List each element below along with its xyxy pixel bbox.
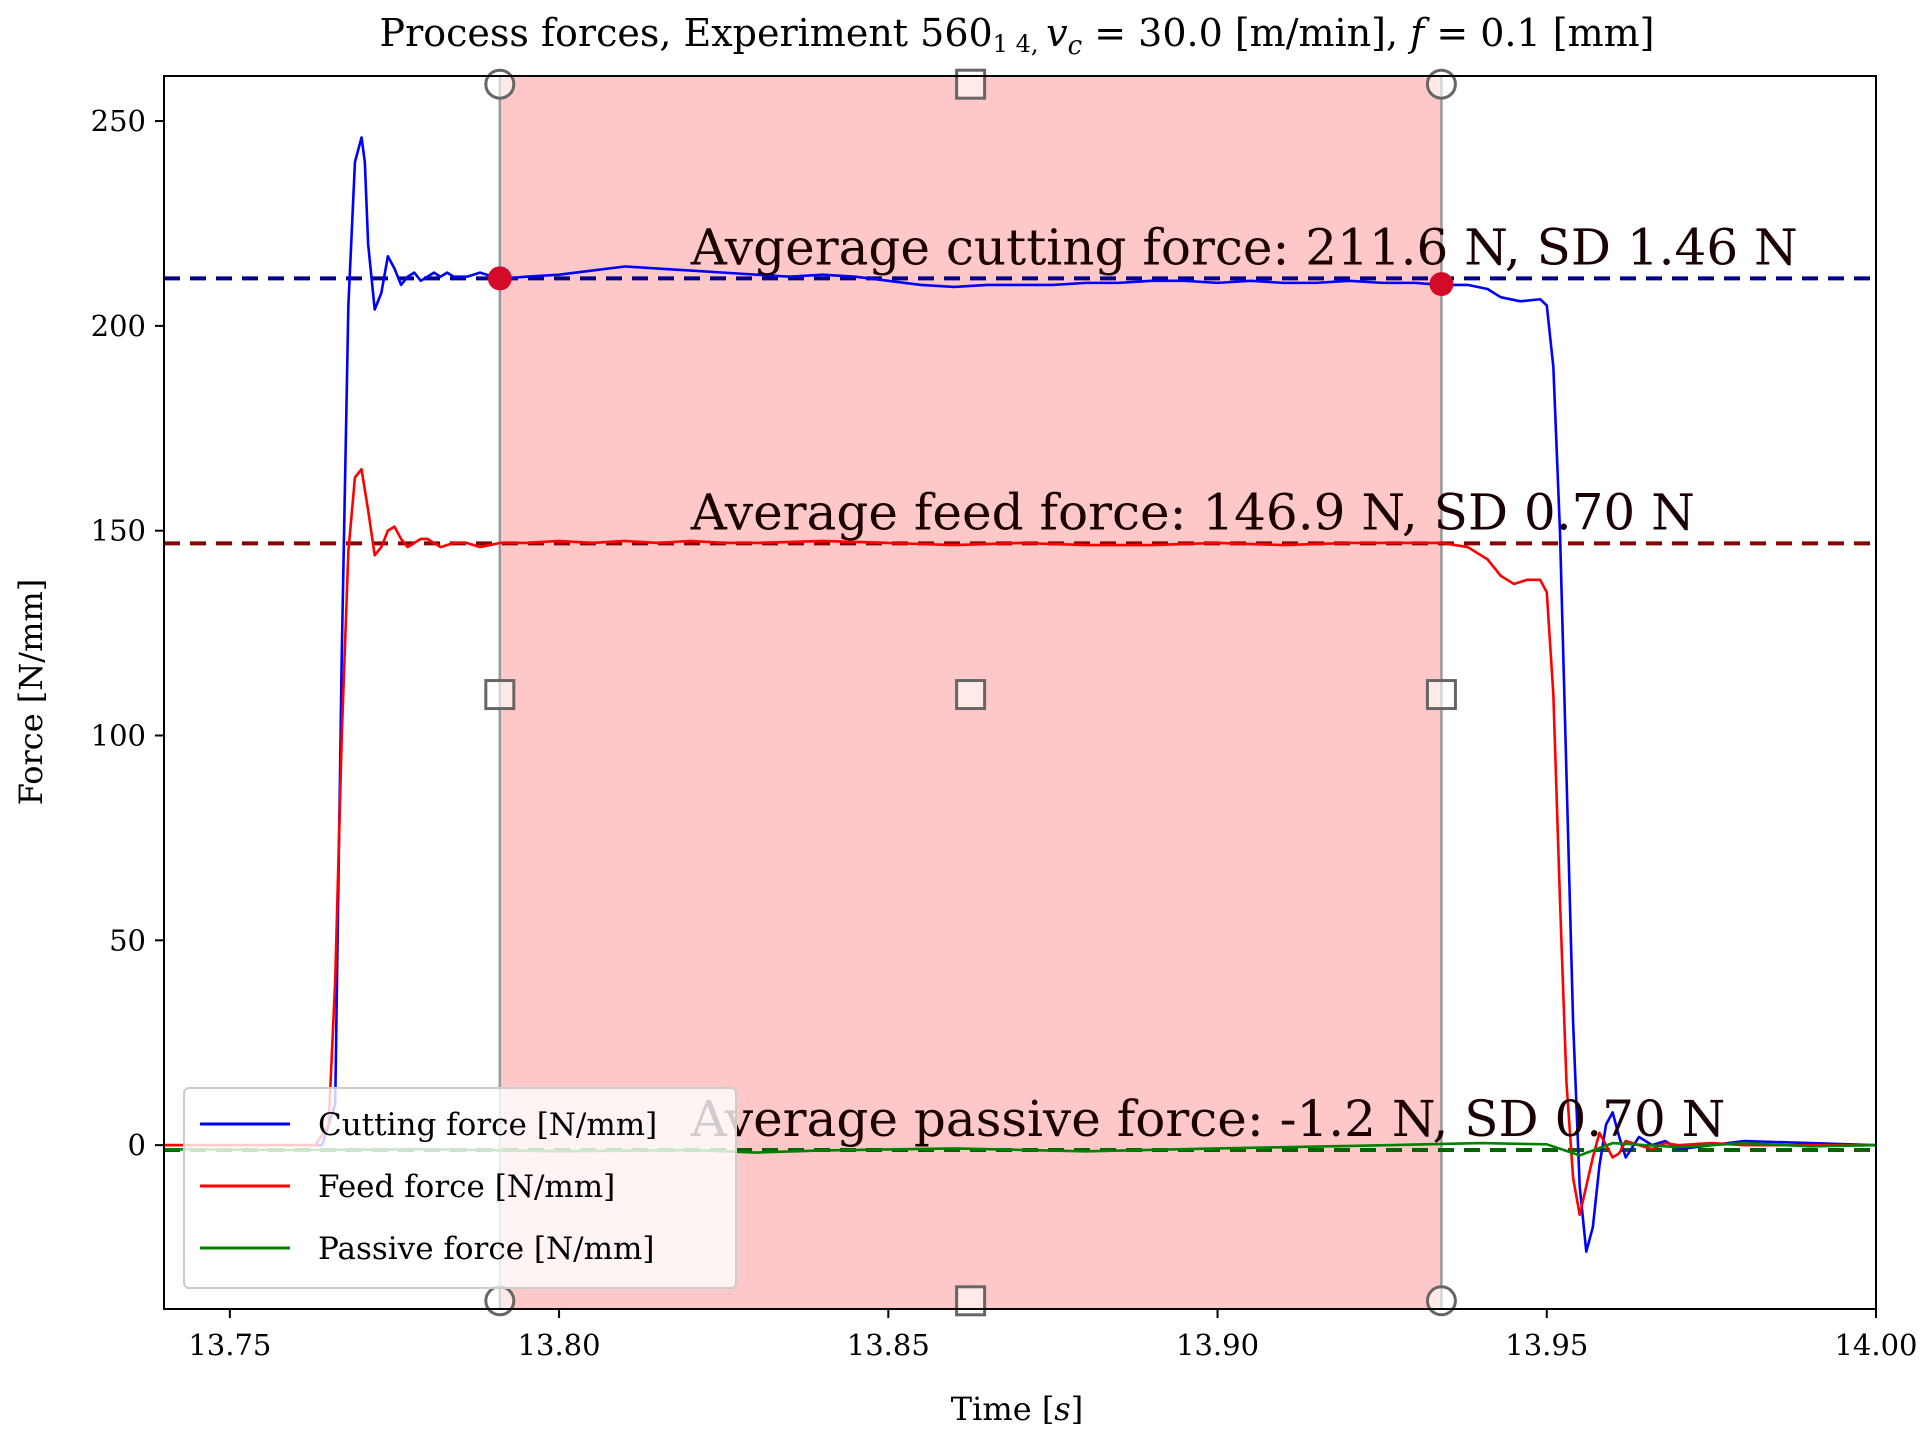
legend-label-0: Cutting force [N/mm] — [318, 1107, 657, 1143]
x-tick-label-5: 14.00 — [1834, 1328, 1917, 1362]
legend: Cutting force [N/mm] Feed force [N/mm] Pas… — [183, 1087, 737, 1289]
x-tick-label-1: 13.80 — [518, 1328, 601, 1362]
selection-handle-6[interactable] — [484, 68, 516, 100]
x-ticks: 13.75 13.80 13.85 13.90 13.95 14.00 — [188, 1309, 1918, 1362]
x-tick-label-3: 13.90 — [1176, 1328, 1259, 1362]
selection-handle-4[interactable] — [955, 679, 987, 711]
selection-handle-8[interactable] — [1425, 68, 1457, 100]
y-tick-label-3: 150 — [91, 514, 146, 548]
selection-handle-3[interactable] — [484, 679, 516, 711]
y-tick-label-1: 50 — [109, 923, 146, 957]
average-annotation-1: Average feed force: 146.9 N, SD 0.70 N — [690, 483, 1695, 541]
average-point-1[interactable] — [1429, 272, 1454, 297]
y-tick-label-2: 100 — [91, 719, 146, 753]
selection-handle-0[interactable] — [484, 1285, 516, 1317]
selection-handle-2[interactable] — [1425, 1285, 1457, 1317]
y-tick-label-0: 0 — [128, 1128, 146, 1162]
selection-handle-1[interactable] — [955, 1285, 987, 1317]
chart-title: Process forces, Experiment 5601 4, vc = … — [380, 11, 1655, 61]
average-point-0[interactable] — [487, 266, 512, 291]
average-annotation-0: Avgerage cutting force: 211.6 N, SD 1.46… — [690, 218, 1798, 276]
legend-label-1: Feed force [N/mm] — [318, 1169, 615, 1205]
series-line-1 — [164, 467, 1876, 1217]
legend-box — [183, 1087, 737, 1289]
y-tick-label-4: 200 — [91, 309, 146, 343]
legend-label-2: Passive force [N/mm] — [318, 1231, 654, 1267]
axes-frame — [163, 75, 1877, 1310]
y-tick-label-5: 250 — [91, 104, 146, 138]
y-axis-label: Force [N/mm] — [12, 579, 50, 805]
x-tick-label-0: 13.75 — [188, 1328, 271, 1362]
x-axis-label: Time [s] — [951, 1390, 1083, 1428]
average-points-layer — [487, 266, 1454, 297]
selection-handle-7[interactable] — [955, 68, 987, 100]
annotations-layer: Avgerage cutting force: 211.6 N, SD 1.46… — [690, 218, 1798, 1148]
y-ticks: 0 50 100 150 200 250 — [91, 104, 164, 1162]
x-tick-label-2: 13.85 — [847, 1328, 930, 1362]
series-line-0 — [164, 136, 1876, 1253]
selection-handle-5[interactable] — [1425, 679, 1457, 711]
x-tick-label-4: 13.95 — [1505, 1328, 1588, 1362]
average-annotation-2: Average passive force: -1.2 N, SD 0.70 N — [690, 1090, 1726, 1148]
